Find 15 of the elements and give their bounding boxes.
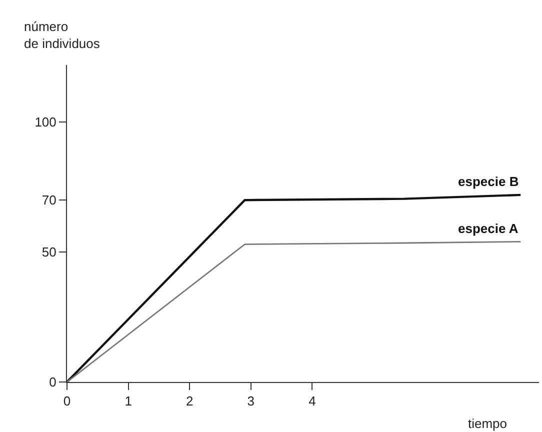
x-tick-label: 1 bbox=[124, 394, 132, 409]
y-axis-title: número de individuos bbox=[24, 19, 100, 51]
y-tick-label: 0 bbox=[49, 374, 56, 390]
line-series bbox=[67, 194, 522, 382]
series-label: especie A bbox=[458, 221, 519, 236]
line-series bbox=[67, 240, 522, 382]
x-tick-label: 3 bbox=[247, 394, 255, 409]
y-tick-label: 50 bbox=[42, 244, 56, 260]
x-tick-label: 0 bbox=[63, 394, 71, 409]
x-tick-label: 2 bbox=[186, 394, 194, 409]
x-axis-title: tiempo bbox=[468, 416, 508, 431]
series-label: especie B bbox=[458, 174, 519, 189]
y-tick-label: 70 bbox=[42, 192, 56, 208]
x-tick-label: 4 bbox=[308, 394, 316, 409]
y-tick-label: 100 bbox=[34, 114, 56, 130]
